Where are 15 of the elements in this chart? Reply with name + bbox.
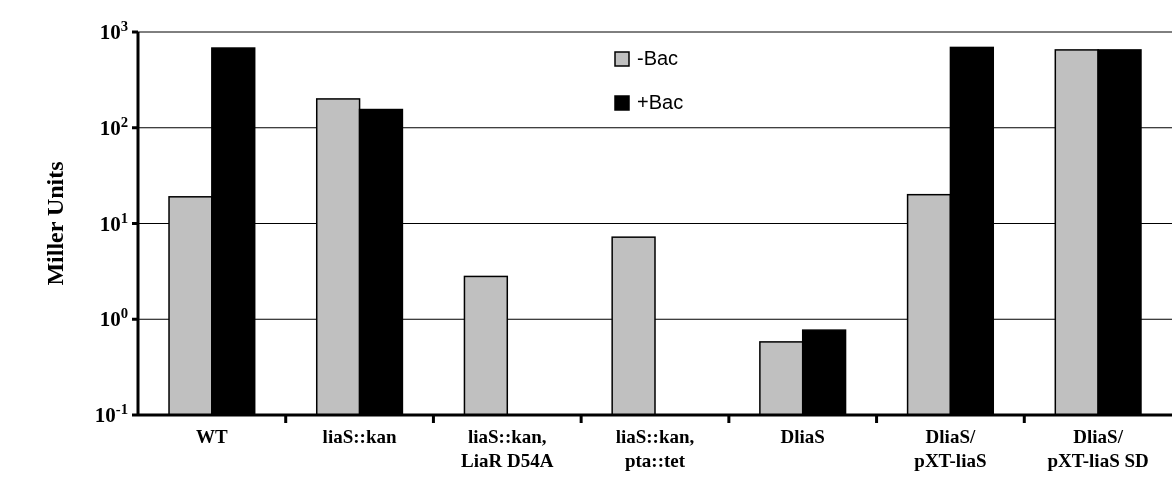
y-axis-title: Miller Units: [42, 161, 68, 286]
x-tick-label: liaS::kan, LiaR D54A: [461, 426, 554, 471]
legend-label: +Bac: [637, 91, 684, 113]
x-tick-label: liaS::kan: [322, 426, 397, 447]
x-tick-label: liaS::kan, pta::tet: [615, 426, 695, 471]
y-tick-label: 10$^{3}$: [99, 18, 128, 44]
x-tick-label: WT: [196, 426, 229, 447]
x-tick-label: DliaS/ pXT-liaS SD: [1047, 426, 1149, 471]
y-tick-label: 10$^{2}$: [99, 113, 128, 140]
y-tick-label: 10$^{1}$: [99, 209, 128, 236]
x-tick-label: DliaS: [780, 426, 825, 447]
y-tick-label: 10$^{-1}$: [94, 401, 128, 427]
x-tick-label: DliaS/ pXT-liaS: [914, 426, 987, 471]
legend-label: -Bac: [637, 47, 679, 69]
y-tick-label: 10$^{0}$: [99, 305, 128, 332]
